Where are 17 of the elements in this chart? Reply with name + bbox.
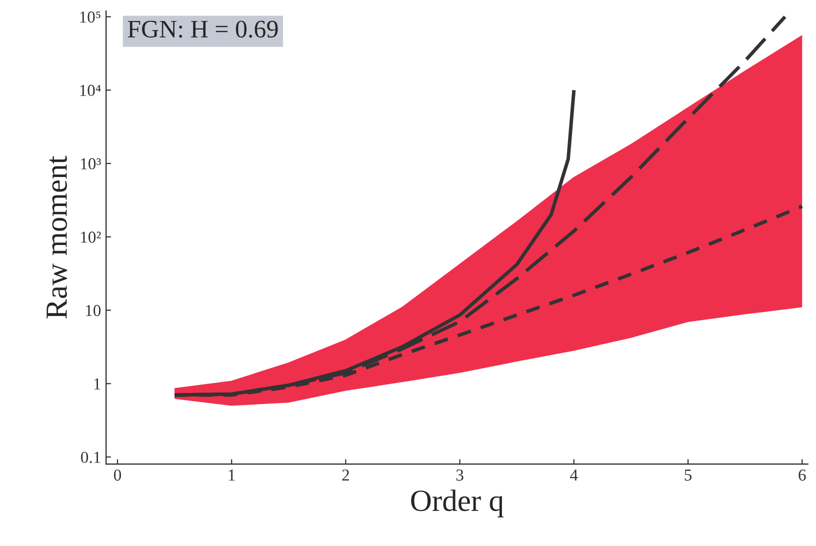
- y-tick-label: 0.1: [81, 452, 100, 464]
- x-tick-label: 3: [456, 469, 464, 481]
- x-tick-label: 0: [114, 469, 122, 481]
- y-tick-label: 10²: [81, 232, 101, 243]
- x-tick-label: 1: [228, 470, 235, 481]
- x-tick-label: 2: [342, 469, 349, 481]
- x-tick-label: 4: [570, 470, 578, 481]
- y-tick-label: 10: [86, 304, 101, 316]
- x-axis-title: Order q: [411, 490, 504, 518]
- y-axis-title: Raw moment: [46, 156, 67, 319]
- x-tick-label: 5: [684, 470, 692, 481]
- x-tick-label: 6: [798, 469, 806, 481]
- y-tick-label: 10⁴: [80, 84, 101, 96]
- annotation: FGN: H = 0.69: [128, 20, 278, 38]
- y-tick-label: 10³: [81, 158, 101, 170]
- y-tick-label: 10⁵: [80, 11, 100, 23]
- y-tick-label: 1: [94, 378, 100, 390]
